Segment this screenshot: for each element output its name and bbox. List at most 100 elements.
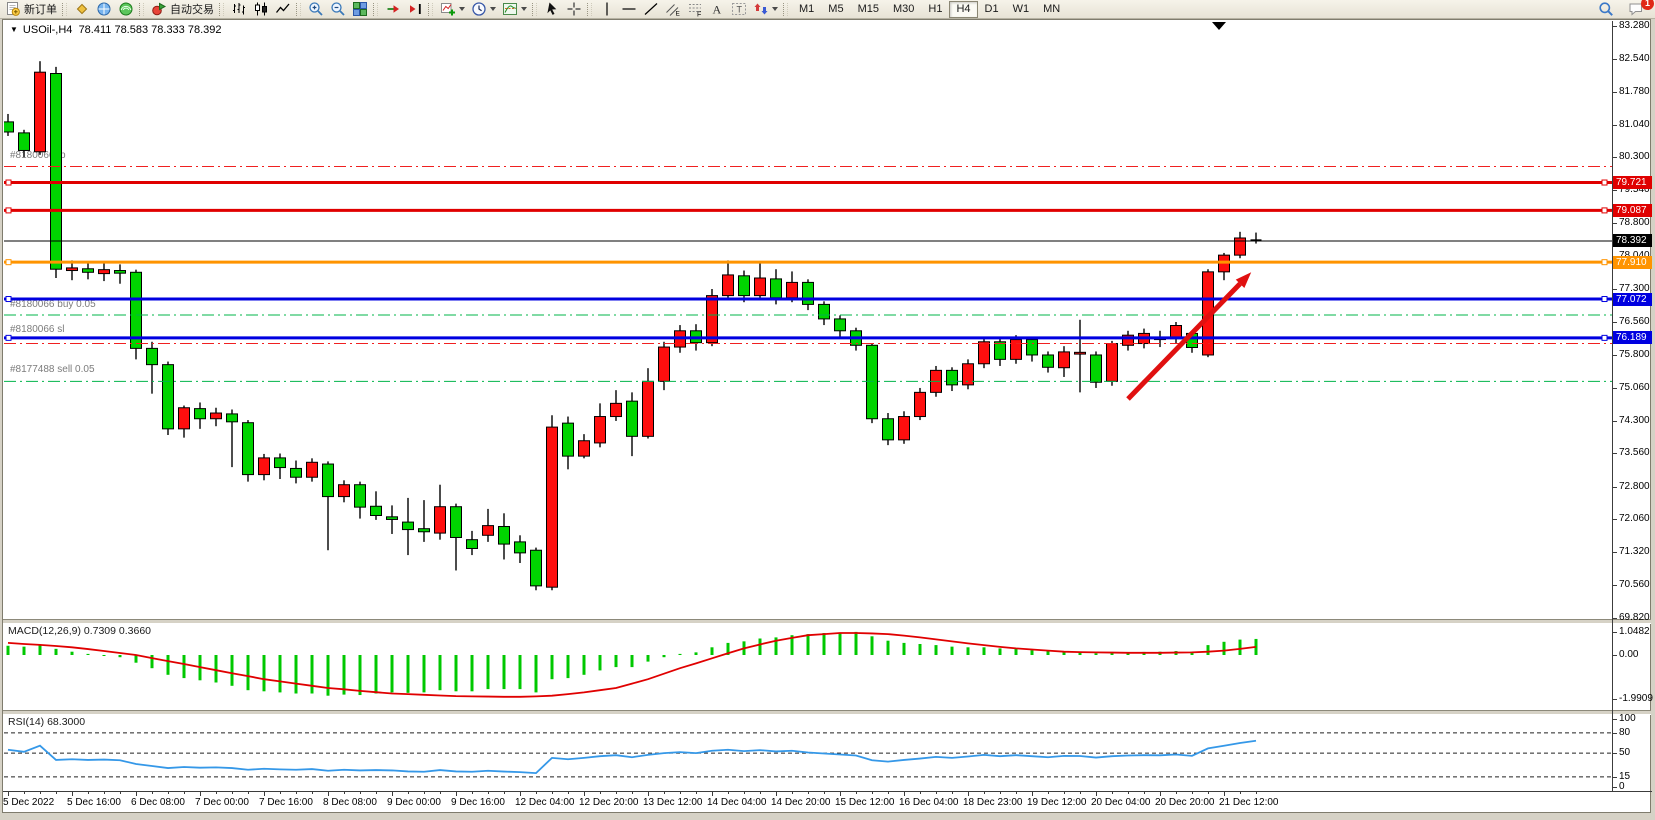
timeframe-mn-button[interactable]: MN <box>1036 1 1067 18</box>
channel-icon: E <box>665 1 681 17</box>
cursor-icon <box>544 1 560 17</box>
market-watch-icon <box>74 1 90 17</box>
trend-line-button[interactable] <box>640 1 662 18</box>
market-watch-button[interactable] <box>71 1 93 18</box>
time-tick <box>136 791 137 796</box>
price-chart-area[interactable] <box>4 21 1612 619</box>
data-center-button[interactable] <box>115 1 137 18</box>
horizontal-line-button[interactable] <box>618 1 640 18</box>
time-tick <box>184 791 185 794</box>
time-tick <box>1112 791 1113 794</box>
time-tick <box>200 791 201 796</box>
text-button[interactable]: A <box>706 1 728 18</box>
rsi-indicator-area[interactable] <box>4 713 1612 791</box>
candlestick-chart-button[interactable] <box>250 1 272 18</box>
chevron-down-icon <box>772 7 778 11</box>
time-tick <box>568 791 569 794</box>
macd-scale-label: 1.0482 <box>1619 625 1650 637</box>
time-tick <box>536 791 537 794</box>
bar-chart-button[interactable] <box>228 1 250 18</box>
zoom-out-button[interactable] <box>327 1 349 18</box>
time-tick <box>664 791 665 794</box>
timeframe-d1-button[interactable]: D1 <box>978 1 1006 18</box>
time-tick <box>1176 791 1177 794</box>
price-tick-label: 72.060 <box>1619 513 1650 525</box>
zoom-out-icon <box>330 1 346 17</box>
text-label-button[interactable]: T <box>728 1 750 18</box>
rsi-tick <box>1612 732 1617 734</box>
panel-splitter[interactable] <box>3 619 1651 624</box>
timeframe-m15-button[interactable]: M15 <box>851 1 886 18</box>
price-tick <box>1612 321 1617 323</box>
equidistant-channel-button[interactable]: E <box>662 1 684 18</box>
macd-tick <box>1612 655 1617 656</box>
fibonacci-button[interactable]: F <box>684 1 706 18</box>
price-tick <box>1612 26 1617 27</box>
time-tick <box>1256 791 1257 794</box>
timeframe-h1-button[interactable]: H1 <box>921 1 949 18</box>
macd-tick <box>1612 631 1617 633</box>
chart-shift-icon <box>407 1 423 17</box>
arrows-button[interactable] <box>750 1 781 18</box>
time-tick <box>1032 791 1033 796</box>
chevron-down-icon[interactable]: ▼ <box>10 25 18 34</box>
periods-button[interactable] <box>468 1 499 18</box>
crosshair-icon <box>566 1 582 17</box>
timeframe-m1-button[interactable]: M1 <box>792 1 821 18</box>
time-tick <box>248 791 249 794</box>
time-tick <box>776 791 777 796</box>
toolbar-group <box>71 0 137 18</box>
vertical-line-button[interactable] <box>596 1 618 18</box>
timeframe-group: M1 M5 M15 M30 H1 H4 D1 W1 MN <box>792 0 1067 18</box>
trend-arrow-annotation <box>1126 282 1242 401</box>
auto-trading-icon <box>151 1 167 17</box>
time-tick <box>216 791 217 794</box>
indicators-button[interactable] <box>437 1 468 18</box>
line-chart-button[interactable] <box>272 1 294 18</box>
templates-button[interactable] <box>499 1 530 18</box>
order-line-label: #8180066 sl <box>10 324 65 336</box>
time-tick <box>40 791 41 794</box>
macd-tick <box>1612 698 1617 700</box>
new-order-button[interactable]: 新订单 <box>2 1 60 18</box>
time-tick <box>360 791 361 794</box>
time-tick <box>168 791 169 794</box>
chart-shift-button[interactable] <box>404 1 426 18</box>
time-tick-label: 12 Dec 20:00 <box>579 797 639 808</box>
time-tick <box>472 791 473 794</box>
auto-scroll-button[interactable] <box>382 1 404 18</box>
time-tick <box>408 791 409 794</box>
crosshair-button[interactable] <box>563 1 585 18</box>
timeframe-m5-button[interactable]: M5 <box>821 1 850 18</box>
time-tick <box>904 791 905 796</box>
notifications-button[interactable]: 1 <box>1625 0 1654 18</box>
macd-indicator-area[interactable] <box>4 622 1612 710</box>
panel-splitter[interactable] <box>3 710 1651 715</box>
time-tick <box>104 791 105 794</box>
tile-windows-button[interactable] <box>349 1 371 18</box>
time-tick-label: 6 Dec 08:00 <box>131 797 185 808</box>
timeframe-h4-button[interactable]: H4 <box>949 0 978 18</box>
time-tick-label: 7 Dec 00:00 <box>195 797 249 808</box>
time-tick-label: 15 Dec 12:00 <box>835 797 895 808</box>
timeframe-m30-button[interactable]: M30 <box>886 1 921 18</box>
order-line-label: #8177488 sell 0.05 <box>10 364 95 376</box>
navigator-button[interactable] <box>93 1 115 18</box>
price-tick-label: 77.300 <box>1619 283 1650 294</box>
timeframe-w1-button[interactable]: W1 <box>1006 1 1037 18</box>
time-tick <box>1144 791 1145 794</box>
time-tick <box>936 791 937 794</box>
auto-trading-button[interactable]: 自动交易 <box>148 1 217 18</box>
search-button[interactable] <box>1595 1 1617 18</box>
bar-chart-icon <box>231 1 247 17</box>
new-order-button-label: 新订单 <box>24 4 57 16</box>
time-tick <box>1000 791 1001 794</box>
cursor-button[interactable] <box>541 1 563 18</box>
time-tick <box>1128 791 1129 794</box>
price-badge: 77.072 <box>1613 292 1652 306</box>
time-tick <box>312 791 313 794</box>
time-tick <box>456 791 457 796</box>
chevron-down-icon <box>459 7 465 11</box>
time-tick <box>520 791 521 796</box>
zoom-in-button[interactable] <box>305 1 327 18</box>
